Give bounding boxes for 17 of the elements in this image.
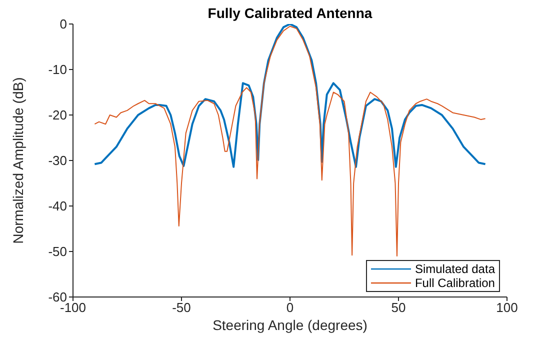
line-series xyxy=(94,24,486,168)
y-axis-title: Normalized Amplitude (dB) xyxy=(10,77,26,244)
y-tick-label: -20 xyxy=(48,108,67,123)
y-tick-label: 0 xyxy=(60,16,67,32)
y-tick-label: -40 xyxy=(48,198,67,214)
y-tick-label: -30 xyxy=(48,153,67,168)
legend-label: Full Calibration xyxy=(414,276,495,290)
x-axis-title: Steering Angle (degrees) xyxy=(212,317,368,333)
legend-label: Simulated data xyxy=(414,262,495,276)
x-tick-label: 50 xyxy=(391,300,406,316)
y-tick-label: -10 xyxy=(48,62,67,78)
line-series xyxy=(94,26,486,257)
x-tick-label: 100 xyxy=(496,300,518,316)
x-tick-label: 0 xyxy=(286,300,294,316)
y-tick-label: -50 xyxy=(48,244,67,260)
chart-title: Fully Calibrated Antenna xyxy=(206,5,374,21)
x-tick-label: -50 xyxy=(172,300,191,316)
